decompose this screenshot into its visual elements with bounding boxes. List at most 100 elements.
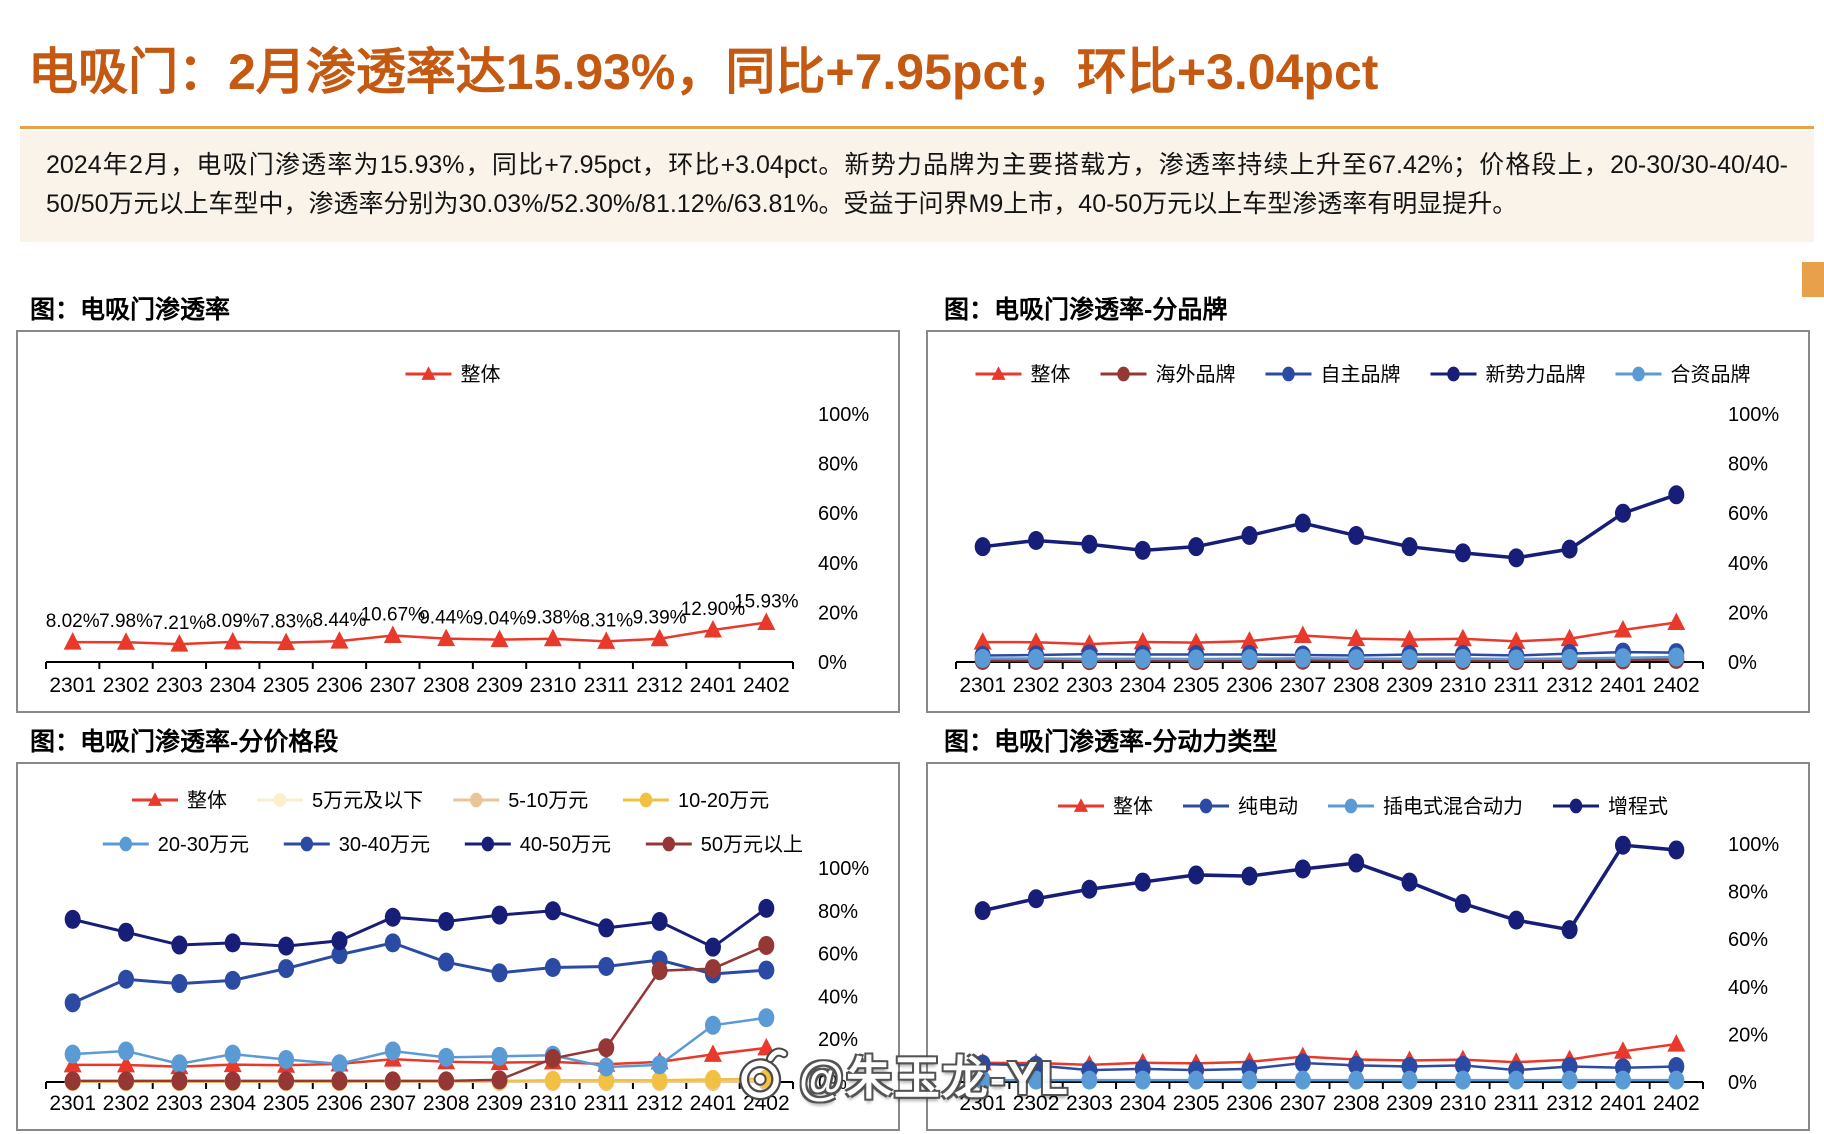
x-axis: [45, 661, 794, 669]
marker-above-500k: [384, 1071, 401, 1091]
chart-heading-by-price: 图：电吸门渗透率-分价格段: [30, 728, 339, 756]
x-tick-label: 2401: [690, 1092, 737, 1115]
marker-overall: [1453, 628, 1472, 647]
y-tick-label: 100%: [1728, 404, 1779, 426]
series-line-above-500k: [72, 944, 767, 1083]
data-label: 9.39%: [633, 608, 687, 629]
marker-300k-400k: [118, 969, 135, 989]
marker-200k-300k: [224, 1044, 241, 1064]
x-tick-label: 2402: [743, 1092, 790, 1115]
data-label: 7.21%: [152, 613, 206, 634]
marker-new-force-brand: [1134, 540, 1151, 560]
marker-above-500k: [651, 961, 668, 981]
y-tick-label: 100%: [818, 858, 869, 880]
marker-200k-300k: [491, 1046, 508, 1066]
marker-overall: [421, 366, 436, 380]
marker-erev: [1028, 889, 1045, 909]
marker-300k-400k: [758, 960, 775, 980]
marker-phev: [1081, 1070, 1098, 1090]
marker-new-force-brand: [974, 537, 991, 557]
marker-400k-500k: [331, 931, 348, 951]
marker-bev: [1401, 1057, 1418, 1077]
x-tick-label: 2302: [103, 1092, 150, 1115]
x-tick-label: 2304: [209, 1092, 256, 1115]
x-tick-label: 2307: [369, 674, 416, 697]
chart-heading-overall: 图：电吸门渗透率: [30, 296, 231, 324]
marker-above-500k: [662, 836, 676, 852]
y-tick-label: 80%: [1728, 882, 1768, 904]
x-tick-label: 2310: [530, 674, 577, 697]
y-tick-label: 0%: [1728, 652, 1757, 674]
data-label: 7.83%: [259, 612, 313, 633]
marker-erev: [1134, 872, 1151, 892]
y-tick-label: 40%: [818, 986, 858, 1008]
series-line-overseas-brand: [982, 658, 1677, 663]
marker-overall: [597, 631, 616, 649]
marker-new-force-brand: [1188, 537, 1205, 557]
marker-above-500k: [224, 1071, 241, 1091]
legend-label: 增程式: [1608, 795, 1668, 818]
marker-overall: [703, 620, 722, 638]
x-tick-label: 2304: [209, 674, 256, 697]
legend-item-below-50k: 5万元及以下: [257, 790, 423, 812]
x-tick-label: 2309: [1386, 674, 1433, 697]
chart-heading-by-brand: 图：电吸门渗透率-分品牌: [944, 296, 1228, 324]
x-tick-label: 2401: [690, 674, 737, 697]
y-tick-label: 20%: [818, 602, 858, 624]
marker-overall: [223, 631, 242, 650]
chart-heading-by-powertrain: 图：电吸门渗透率-分动力类型: [944, 728, 1278, 756]
x-tick-label: 2307: [369, 1092, 416, 1115]
marker-200k-300k: [704, 1015, 721, 1035]
marker-above-500k: [171, 1071, 188, 1091]
marker-jv-brand: [1454, 649, 1471, 669]
series-line-300k-400k: [72, 941, 767, 1005]
series-line-jv-brand: [982, 655, 1677, 661]
chart-panel-by-powertrain: 整体 纯电动 插电式混合动力 增程式 100% 80% 60% 40% 20% 0% 2301 230…: [926, 762, 1810, 1131]
page-title: 电吸门：2月渗透率达15.93%，同比+7.95pct，环比+3.04pct: [28, 44, 1379, 100]
marker-overall: [1027, 632, 1046, 650]
marker-new-force-brand: [1081, 534, 1098, 554]
data-label: 15.93%: [734, 591, 799, 612]
marker-phev: [1241, 1070, 1258, 1090]
legend-item-overall: 整体: [1058, 795, 1153, 818]
marker-bev: [1454, 1055, 1471, 1075]
marker-overall: [650, 628, 669, 647]
y-tick-label: 60%: [1728, 503, 1768, 525]
legend-label: 5-10万元: [508, 790, 588, 812]
legend-item-400k-500k: 40-50万元: [464, 834, 611, 856]
marker-200k-300k: [171, 1054, 188, 1074]
x-tick-label: 2304: [1119, 1092, 1166, 1115]
marker-bev: [1294, 1053, 1311, 1073]
legend-label: 海外品牌: [1156, 363, 1236, 386]
marker-above-500k: [278, 1071, 295, 1091]
marker-300k-400k: [491, 963, 508, 983]
marker-above-500k: [331, 1071, 348, 1091]
title-divider: [20, 126, 1814, 129]
x-tick-label: 2310: [1440, 1092, 1487, 1115]
legend-item-50k-100k: 5-10万元: [453, 790, 588, 812]
data-label: 8.31%: [579, 610, 633, 631]
chart-panel-overall: 整体 100% 80% 60% 40% 20% 0% 2301 2302 2303 2304 2305…: [16, 330, 900, 713]
marker-100k-200k: [598, 1070, 615, 1090]
marker-erev: [1348, 853, 1365, 873]
x-tick-label: 2301: [959, 674, 1006, 697]
marker-jv-brand: [1561, 649, 1578, 669]
legend-item-bev: 纯电动: [1183, 795, 1298, 818]
data-label: 8.02%: [46, 611, 100, 632]
marker-overall: [757, 1037, 776, 1056]
x-tick-label: 2306: [316, 1092, 363, 1115]
x-tick-label: 2301: [959, 1092, 1006, 1115]
marker-overall: [1293, 625, 1312, 644]
x-tick-label: 2305: [263, 1092, 310, 1115]
marker-above-500k: [64, 1071, 81, 1091]
legend-label: 新势力品牌: [1486, 363, 1586, 386]
x-tick-label: 2305: [1173, 674, 1220, 697]
y-tick-label: 60%: [1728, 929, 1768, 951]
marker-overall: [1667, 612, 1686, 630]
x-tick-label: 2301: [49, 674, 96, 697]
marker-jv-brand: [1188, 649, 1205, 669]
marker-phev: [1614, 1070, 1631, 1090]
legend-item-above-500k: 50万元以上: [645, 833, 803, 856]
marker-overall: [490, 629, 509, 648]
